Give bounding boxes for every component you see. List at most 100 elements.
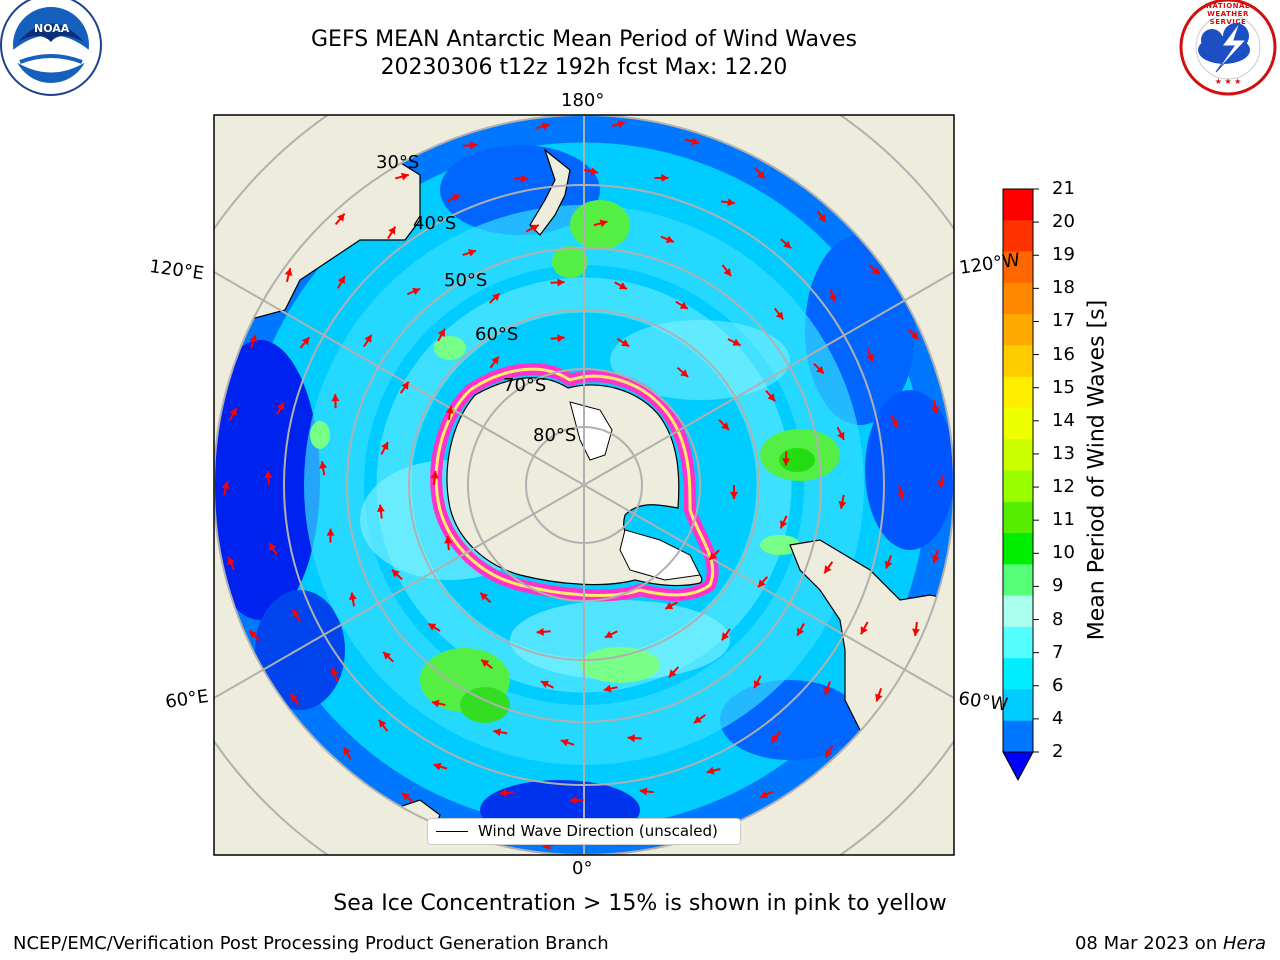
colorbar-tick-label: 20 — [1052, 211, 1075, 233]
wind-wave-arrow-head — [249, 630, 258, 639]
wind-wave-arrow-head — [706, 766, 715, 775]
colorbar-segment — [1003, 626, 1033, 659]
colorbar-tick-label: 7 — [1052, 641, 1064, 663]
wind-wave-arrow-head — [401, 793, 410, 801]
wind-wave-arrow-head — [932, 555, 940, 564]
wind-wave-arrow-head — [837, 431, 845, 440]
colorbar-tick-label: 8 — [1052, 608, 1064, 630]
colorbar-tick-label: 10 — [1052, 542, 1075, 564]
wind-wave-arrow-head — [782, 458, 791, 466]
wind-wave-arrow-head — [378, 719, 387, 728]
colorbar-segment — [1003, 376, 1033, 409]
wind-wave-arrow-head — [337, 213, 345, 222]
wind-wave-arrow-head — [760, 790, 769, 799]
wind-wave-arrow-head — [661, 173, 669, 182]
wind-wave-arrow-head — [797, 627, 805, 636]
wind-wave-arrow-head — [866, 354, 874, 362]
wind-wave-arrow-head — [480, 592, 489, 601]
wind-wave-arrow-head — [627, 734, 635, 743]
wind-wave-arrow-head — [823, 686, 832, 695]
noaa-logo — [0, 0, 102, 96]
colorbar-tick-label: 12 — [1052, 476, 1075, 498]
credit-left: NCEP/EMC/Verification Post Processing Pr… — [13, 933, 609, 954]
colorbar-segment — [1003, 282, 1033, 315]
meridians — [214, 115, 954, 855]
colorbar-segment — [1003, 720, 1033, 753]
wind-wave-arrow-head — [343, 747, 351, 756]
wind-wave-arrow-head — [691, 137, 700, 146]
wind-wave-arrow-head — [388, 226, 396, 235]
nws-logo: ★ ★ ★ — [1179, 0, 1277, 96]
colorbar-under-triangle — [1002, 751, 1034, 782]
wind-wave-arrow-head — [433, 762, 442, 771]
map-frame — [213, 114, 955, 856]
credit-right: 08 Mar 2023 on Hera — [1075, 933, 1266, 954]
wind-wave-arrow-head — [604, 630, 613, 638]
colorbar-tick-label: 6 — [1052, 674, 1064, 696]
wind-wave-arrow-head — [617, 120, 625, 129]
wind-wave-arrow-head — [871, 266, 880, 275]
wind-wave-arrow-head — [665, 602, 674, 610]
colorbar-segment — [1003, 501, 1033, 534]
wind-wave-arrow-head — [668, 669, 677, 678]
colorbar-tick-label: 18 — [1052, 277, 1075, 299]
wind-wave-arrow-head — [383, 651, 391, 660]
wind-wave-arrow-head — [277, 402, 285, 411]
wind-wave-arrow-head — [493, 728, 501, 737]
colorbar-tick-label: 17 — [1052, 310, 1075, 332]
legend-label: Wind Wave Direction (unscaled) — [478, 822, 718, 840]
wind-wave-arrow-head — [499, 788, 508, 797]
wind-wave-arrow-head — [599, 219, 608, 228]
wind-wave-arrow-head — [860, 626, 868, 635]
colorbar-segment — [1003, 595, 1033, 628]
wind-wave-arrow-head — [391, 569, 400, 578]
wind-wave-arrow-head — [557, 278, 565, 287]
chart-title: GEFS MEAN Antarctic Mean Period of Wind … — [311, 27, 857, 52]
colorbar-tick-label: 15 — [1052, 376, 1075, 398]
wind-wave-arrow-head — [897, 491, 905, 499]
colorbar-tick-label: 13 — [1052, 442, 1075, 464]
wind-wave-arrow-head — [783, 240, 792, 249]
colorbar-tick-label: 11 — [1052, 509, 1075, 531]
map-legend: Wind Wave Direction (unscaled) — [427, 818, 741, 845]
colorbar-tick-label: 14 — [1052, 409, 1075, 431]
lat-label-60s: 60°S — [475, 324, 519, 345]
wind-wave-arrow-head — [326, 528, 335, 536]
wind-wave-arrow-head — [491, 293, 500, 302]
wind-wave-arrows — [221, 120, 946, 850]
wind-wave-arrow-head — [541, 122, 550, 131]
wind-wave-arrow-head — [560, 738, 569, 747]
wind-wave-arrow-head — [590, 167, 599, 176]
nws-logo-text: NATIONAL WEATHER SERVICE — [1206, 2, 1250, 26]
colorbar-segment — [1003, 220, 1033, 253]
wind-wave-arrow-head — [290, 693, 298, 702]
wind-wave-arrow-head — [376, 504, 385, 513]
lon-label-0: 0° — [572, 858, 593, 879]
legend-line-swatch — [436, 831, 468, 832]
wind-wave-arrow-head — [437, 328, 445, 337]
wind-wave-arrow-head — [758, 579, 766, 588]
wind-wave-arrow-head — [381, 442, 389, 451]
wind-wave-arrow-head — [337, 276, 345, 285]
colorbar-segment — [1003, 189, 1033, 221]
ross-ice-shelf — [569, 401, 613, 461]
wind-wave-arrow-head — [221, 481, 230, 490]
wind-wave-arrow-head — [530, 224, 539, 232]
wind-wave-arrow-head — [825, 749, 833, 758]
colorbar-segment — [1003, 689, 1033, 722]
wind-wave-arrow-head — [721, 632, 730, 641]
wind-wave-arrow-head — [818, 213, 826, 222]
wind-wave-arrow-head — [838, 500, 847, 509]
svg-text:★ ★ ★: ★ ★ ★ — [1215, 77, 1242, 86]
wind-wave-arrow-head — [730, 492, 738, 499]
wind-wave-arrow-head — [520, 174, 529, 183]
wind-wave-arrow-head — [665, 235, 674, 243]
wind-wave-arrow-head — [775, 311, 784, 320]
wind-wave-arrow-head — [891, 419, 899, 428]
wind-wave-arrow-head — [331, 668, 339, 677]
colorbar-tick-label: 9 — [1052, 575, 1064, 597]
wind-wave-arrow-head — [364, 334, 372, 343]
colorbar-frame — [1002, 188, 1034, 753]
colorbar-segment — [1003, 564, 1033, 597]
wind-wave-arrow-head — [292, 609, 300, 618]
